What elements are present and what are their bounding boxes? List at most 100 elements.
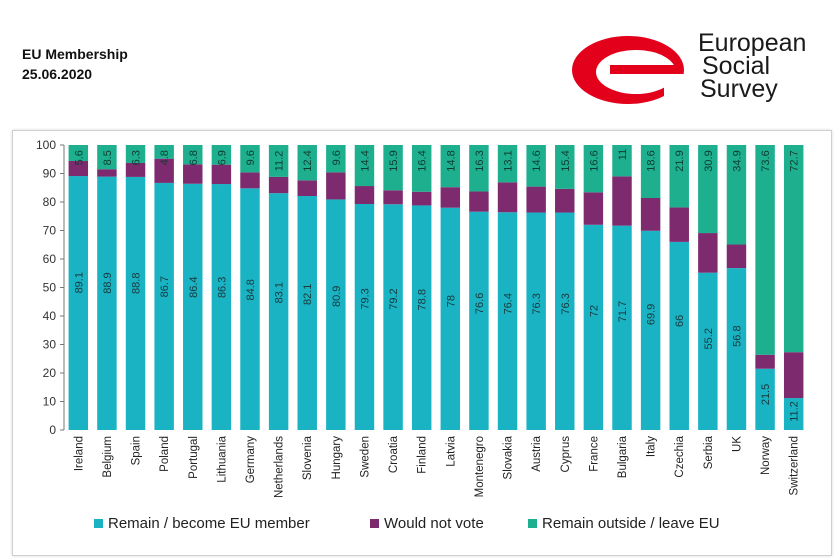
bar-outside [183,145,203,165]
data-label-outside: 14.8 [445,150,457,171]
bar-remain [97,176,117,430]
bar-outside [326,145,346,173]
bar-outside [583,145,604,193]
y-tick-label: 90 [43,167,57,181]
bar-remain [612,225,632,430]
data-label-remain: 55.2 [703,328,715,349]
x-tick-label: Poland [159,436,171,472]
bar-outside [783,145,804,353]
data-label-remain: 83.1 [274,282,286,303]
bar-would-not-vote [154,158,174,183]
bar-would-not-vote [469,191,489,212]
bar-would-not-vote [526,186,546,213]
bar-would-not-vote [612,176,632,226]
bar-outside [297,145,317,181]
data-label-remain: 56.8 [731,325,743,346]
logo-swoosh-bar [610,65,682,74]
y-tick-label: 100 [36,138,56,152]
bar-remain [154,182,174,430]
bar-would-not-vote [125,162,146,177]
bar-would-not-vote [726,244,747,269]
x-tick-label: Netherlands [274,436,286,498]
data-label-remain: 84.8 [245,279,257,300]
x-tick-label: Slovenia [302,435,314,480]
y-tick-label: 0 [49,423,56,437]
bar-would-not-vote [268,176,289,194]
bar-remain [497,212,518,430]
y-tick-label: 50 [43,281,57,295]
x-tick-label: Cyprus [560,436,572,473]
bar-remain [555,212,575,430]
x-tick-label: Norway [760,436,772,475]
bar-remain [726,268,747,430]
data-label-remain: 72 [588,305,600,317]
x-tick-label: Montenegro [474,436,486,497]
logo-line-1: European [698,29,807,57]
data-label-outside: 18.6 [646,150,658,171]
bar-remain [698,272,718,430]
data-label-outside: 13.1 [503,150,515,171]
y-tick-label: 80 [43,195,57,209]
y-tick-label: 20 [43,366,57,380]
data-label-remain: 76.3 [560,293,572,314]
x-tick-label: UK [731,436,743,452]
bar-remain [125,176,146,430]
bar-would-not-vote [183,164,203,184]
bar-remain [411,205,432,430]
bar-outside [354,145,375,187]
bar-remain [469,211,489,430]
y-tick-label: 40 [43,309,57,323]
bar-outside [726,145,747,245]
bar-remain [583,224,604,430]
bar-outside [755,145,775,355]
x-tick-label: Belgium [102,436,114,478]
data-label-outside: 4.8 [159,150,171,165]
bar-remain [526,212,546,430]
bar-would-not-vote [640,198,661,231]
data-label-remain: 82.1 [302,284,314,305]
legend-label: Would not vote [384,515,484,532]
data-label-remain: 76.4 [503,293,515,314]
bar-remain [783,398,804,430]
bar-would-not-vote [440,187,461,208]
data-label-outside: 34.9 [731,150,743,171]
bar-would-not-vote [755,354,775,369]
x-tick-label: Czechia [674,435,686,477]
chart-title: EU Membership [22,46,128,62]
data-label-remain: 71.7 [617,301,629,322]
data-label-outside: 15.4 [560,150,572,171]
bar-remain [354,203,375,430]
x-tick-label: Sweden [359,436,371,478]
data-label-remain: 88.9 [102,272,114,293]
ess-logo-text: European Social Survey [698,29,807,102]
bar-outside [68,145,89,161]
bar-outside [698,145,718,234]
bar-would-not-vote [354,186,375,204]
data-label-remain: 78.8 [417,289,429,310]
bar-remain [755,368,775,430]
data-label-outside: 9.6 [331,150,343,165]
bar-outside [383,145,403,191]
data-label-remain: 11.2 [789,401,801,422]
bar-outside [669,145,689,208]
x-tick-label: Serbia [703,435,715,469]
data-label-remain: 86.3 [216,277,228,298]
bar-remain [68,176,89,430]
data-label-outside: 16.3 [474,150,486,171]
bar-remain [640,230,661,430]
x-tick-label: Spain [131,436,143,465]
bar-would-not-vote [68,160,89,177]
bar-remain [440,207,461,430]
legend-label: Remain outside / leave EU [542,515,720,532]
bar-remain [268,193,289,430]
bar-outside [240,145,260,173]
x-tick-label: Latvia [445,435,457,466]
x-tick-label: Lithuania [216,435,228,482]
bar-outside [497,145,518,183]
bar-remain [240,188,260,430]
bar-would-not-vote [97,169,117,177]
bar-outside [97,145,117,170]
bar-would-not-vote [783,352,804,399]
x-tick-label: Austria [531,435,543,471]
